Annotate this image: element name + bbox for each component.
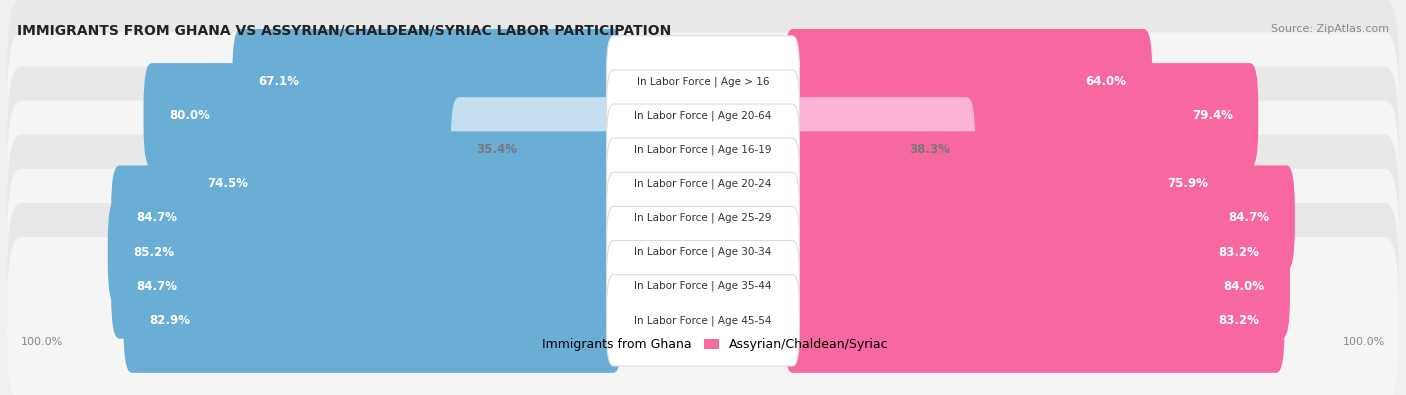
FancyBboxPatch shape [7, 135, 1399, 301]
FancyBboxPatch shape [7, 203, 1399, 369]
Text: 80.0%: 80.0% [169, 109, 209, 122]
Text: 74.5%: 74.5% [207, 177, 247, 190]
FancyBboxPatch shape [606, 36, 800, 127]
Text: In Labor Force | Age 20-24: In Labor Force | Age 20-24 [634, 179, 772, 189]
FancyBboxPatch shape [785, 63, 1258, 168]
Text: 100.0%: 100.0% [21, 337, 63, 348]
FancyBboxPatch shape [7, 0, 1399, 165]
FancyBboxPatch shape [785, 166, 1295, 271]
FancyBboxPatch shape [124, 268, 621, 373]
Text: 83.2%: 83.2% [1218, 246, 1258, 259]
FancyBboxPatch shape [785, 234, 1289, 339]
FancyBboxPatch shape [606, 104, 800, 196]
Text: In Labor Force | Age 45-54: In Labor Force | Age 45-54 [634, 315, 772, 325]
FancyBboxPatch shape [143, 63, 621, 168]
FancyBboxPatch shape [606, 138, 800, 229]
FancyBboxPatch shape [606, 172, 800, 264]
Text: 82.9%: 82.9% [149, 314, 190, 327]
FancyBboxPatch shape [606, 241, 800, 332]
FancyBboxPatch shape [606, 275, 800, 366]
Text: 83.2%: 83.2% [1218, 314, 1258, 327]
FancyBboxPatch shape [108, 199, 621, 305]
FancyBboxPatch shape [785, 131, 1234, 236]
Text: 64.0%: 64.0% [1085, 75, 1126, 88]
Text: Source: ZipAtlas.com: Source: ZipAtlas.com [1271, 24, 1389, 34]
FancyBboxPatch shape [785, 97, 976, 202]
FancyBboxPatch shape [606, 206, 800, 298]
Text: In Labor Force | Age 35-44: In Labor Force | Age 35-44 [634, 281, 772, 292]
FancyBboxPatch shape [785, 29, 1152, 134]
FancyBboxPatch shape [181, 131, 621, 236]
Text: 35.4%: 35.4% [477, 143, 517, 156]
Text: In Labor Force | Age 25-29: In Labor Force | Age 25-29 [634, 213, 772, 223]
FancyBboxPatch shape [232, 29, 621, 134]
Text: 84.7%: 84.7% [136, 211, 177, 224]
Text: 67.1%: 67.1% [257, 75, 299, 88]
Text: 84.7%: 84.7% [1229, 211, 1270, 224]
Text: 38.3%: 38.3% [908, 143, 949, 156]
Text: In Labor Force | Age 16-19: In Labor Force | Age 16-19 [634, 145, 772, 155]
Text: 75.9%: 75.9% [1167, 177, 1209, 190]
FancyBboxPatch shape [7, 66, 1399, 233]
FancyBboxPatch shape [451, 97, 621, 202]
Legend: Immigrants from Ghana, Assyrian/Chaldean/Syriac: Immigrants from Ghana, Assyrian/Chaldean… [512, 333, 894, 356]
FancyBboxPatch shape [606, 70, 800, 161]
FancyBboxPatch shape [7, 101, 1399, 267]
Text: IMMIGRANTS FROM GHANA VS ASSYRIAN/CHALDEAN/SYRIAC LABOR PARTICIPATION: IMMIGRANTS FROM GHANA VS ASSYRIAN/CHALDE… [17, 24, 671, 38]
Text: 79.4%: 79.4% [1192, 109, 1233, 122]
FancyBboxPatch shape [785, 199, 1285, 305]
Text: In Labor Force | Age 20-64: In Labor Force | Age 20-64 [634, 110, 772, 121]
FancyBboxPatch shape [7, 237, 1399, 395]
FancyBboxPatch shape [111, 166, 621, 271]
FancyBboxPatch shape [7, 32, 1399, 199]
Text: 84.7%: 84.7% [136, 280, 177, 293]
Text: 100.0%: 100.0% [1343, 337, 1385, 348]
Text: In Labor Force | Age 30-34: In Labor Force | Age 30-34 [634, 247, 772, 257]
Text: 85.2%: 85.2% [134, 246, 174, 259]
Text: 84.0%: 84.0% [1223, 280, 1264, 293]
Text: In Labor Force | Age > 16: In Labor Force | Age > 16 [637, 76, 769, 87]
FancyBboxPatch shape [785, 268, 1285, 373]
FancyBboxPatch shape [7, 169, 1399, 335]
FancyBboxPatch shape [111, 234, 621, 339]
